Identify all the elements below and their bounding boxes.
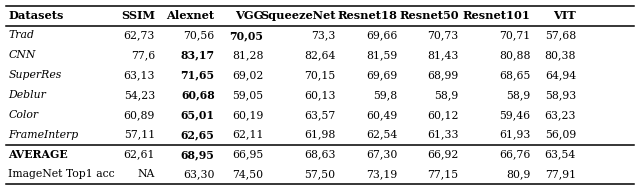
Text: 77,6: 77,6 xyxy=(131,50,155,60)
Text: 81,59: 81,59 xyxy=(366,50,397,60)
Text: 58,93: 58,93 xyxy=(545,90,576,100)
Text: 61,33: 61,33 xyxy=(427,130,459,140)
Text: 54,23: 54,23 xyxy=(124,90,155,100)
Text: NA: NA xyxy=(138,169,155,179)
Text: 80,9: 80,9 xyxy=(506,169,531,179)
Text: 65,01: 65,01 xyxy=(180,109,214,120)
Text: 60,49: 60,49 xyxy=(366,110,397,120)
Text: 60,68: 60,68 xyxy=(181,89,214,101)
Text: Datasets: Datasets xyxy=(8,10,63,21)
Text: VGG: VGG xyxy=(235,10,264,21)
Text: 58,9: 58,9 xyxy=(506,90,531,100)
Text: 57,68: 57,68 xyxy=(545,30,576,40)
Text: 56,09: 56,09 xyxy=(545,130,576,140)
Text: 59,05: 59,05 xyxy=(232,90,264,100)
Text: 66,92: 66,92 xyxy=(428,150,459,160)
Text: Alexnet: Alexnet xyxy=(166,10,214,21)
Text: Resnet50: Resnet50 xyxy=(399,10,459,21)
Text: 63,57: 63,57 xyxy=(305,110,336,120)
Text: ImageNet Top1 acc: ImageNet Top1 acc xyxy=(8,169,115,179)
Text: 62,65: 62,65 xyxy=(180,129,214,140)
Text: FrameInterp: FrameInterp xyxy=(8,130,79,140)
Text: AVERAGE: AVERAGE xyxy=(8,149,68,160)
Text: 74,50: 74,50 xyxy=(232,169,264,179)
Text: 82,64: 82,64 xyxy=(304,50,336,60)
Text: 68,99: 68,99 xyxy=(428,70,459,80)
Text: 70,56: 70,56 xyxy=(184,30,214,40)
Text: 77,15: 77,15 xyxy=(428,169,459,179)
Text: 63,54: 63,54 xyxy=(545,150,576,160)
Text: 70,15: 70,15 xyxy=(305,70,336,80)
Text: 81,28: 81,28 xyxy=(232,50,264,60)
Text: 70,05: 70,05 xyxy=(230,30,264,41)
Text: Resnet101: Resnet101 xyxy=(463,10,531,21)
Text: 66,95: 66,95 xyxy=(232,150,264,160)
Text: 57,11: 57,11 xyxy=(124,130,155,140)
Text: 64,94: 64,94 xyxy=(545,70,576,80)
Text: 60,13: 60,13 xyxy=(304,90,336,100)
Text: SuperRes: SuperRes xyxy=(8,70,61,80)
Text: 60,12: 60,12 xyxy=(427,110,459,120)
Text: 63,13: 63,13 xyxy=(124,70,155,80)
Text: 66,76: 66,76 xyxy=(499,150,531,160)
Text: Deblur: Deblur xyxy=(8,90,46,100)
Text: 58,9: 58,9 xyxy=(435,90,459,100)
Text: 73,19: 73,19 xyxy=(366,169,397,179)
Text: 71,65: 71,65 xyxy=(180,70,214,81)
Text: 68,65: 68,65 xyxy=(499,70,531,80)
Text: 80,38: 80,38 xyxy=(545,50,576,60)
Text: 83,17: 83,17 xyxy=(180,50,214,61)
Text: 73,3: 73,3 xyxy=(311,30,336,40)
Text: 59,46: 59,46 xyxy=(500,110,531,120)
Text: 63,30: 63,30 xyxy=(183,169,214,179)
Text: 81,43: 81,43 xyxy=(428,50,459,60)
Text: 62,54: 62,54 xyxy=(366,130,397,140)
Text: 68,95: 68,95 xyxy=(180,149,214,160)
Text: 70,71: 70,71 xyxy=(499,30,531,40)
Text: 57,50: 57,50 xyxy=(305,169,336,179)
Text: 69,69: 69,69 xyxy=(366,70,397,80)
Text: 69,66: 69,66 xyxy=(366,30,397,40)
Text: 60,89: 60,89 xyxy=(124,110,155,120)
Text: 62,61: 62,61 xyxy=(124,150,155,160)
Text: 61,93: 61,93 xyxy=(499,130,531,140)
Text: 77,91: 77,91 xyxy=(545,169,576,179)
Text: VIT: VIT xyxy=(553,10,576,21)
Text: Resnet18: Resnet18 xyxy=(337,10,397,21)
Text: 61,98: 61,98 xyxy=(304,130,336,140)
Text: SqueezeNet: SqueezeNet xyxy=(260,10,336,21)
Text: SSIM: SSIM xyxy=(121,10,155,21)
Text: Trad: Trad xyxy=(8,30,35,40)
Text: Color: Color xyxy=(8,110,38,120)
Text: 62,11: 62,11 xyxy=(232,130,264,140)
Text: 67,30: 67,30 xyxy=(366,150,397,160)
Text: 69,02: 69,02 xyxy=(232,70,264,80)
Text: 70,73: 70,73 xyxy=(428,30,459,40)
Text: 62,73: 62,73 xyxy=(124,30,155,40)
Text: 80,88: 80,88 xyxy=(499,50,531,60)
Text: 68,63: 68,63 xyxy=(304,150,336,160)
Text: 63,23: 63,23 xyxy=(545,110,576,120)
Text: CNN: CNN xyxy=(8,50,36,60)
Text: 59,8: 59,8 xyxy=(373,90,397,100)
Text: 60,19: 60,19 xyxy=(232,110,264,120)
